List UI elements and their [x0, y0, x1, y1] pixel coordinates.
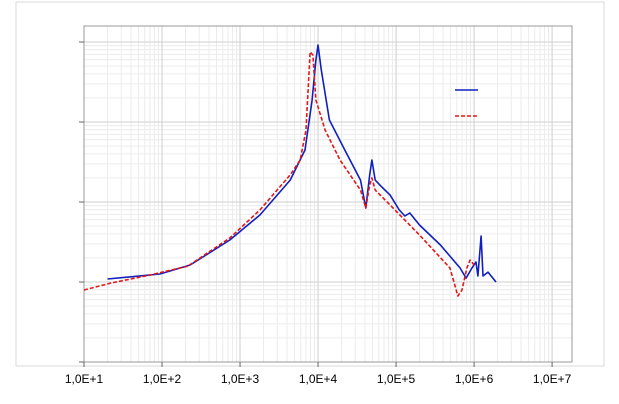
- x-tick-label: 1,0E+2: [143, 372, 182, 386]
- grid: [83, 26, 572, 363]
- x-tick-label: 1,0E+3: [221, 372, 260, 386]
- outer-frame: [15, 1, 605, 367]
- x-tick-label: 1,0E+6: [455, 372, 494, 386]
- x-tick-label: 1,0E+5: [377, 372, 416, 386]
- x-tick-label: 1,0E+4: [299, 372, 338, 386]
- line-series: [83, 51, 475, 297]
- x-tick-label: 1,0E+7: [533, 372, 572, 386]
- plot-frame: [83, 25, 573, 363]
- x-tick-label: 1,0E+1: [65, 372, 104, 386]
